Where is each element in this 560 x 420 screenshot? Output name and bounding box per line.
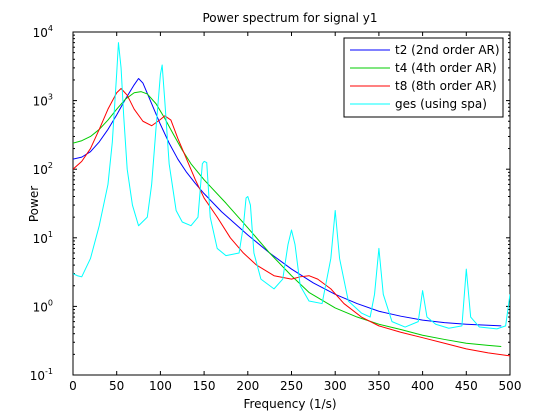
x-axis-label: Frequency (1/s) <box>243 397 336 411</box>
series-line-2 <box>73 91 502 348</box>
legend-label-1: t2 (2nd order AR) <box>395 43 500 57</box>
x-tick-label: 150 <box>193 379 216 393</box>
legend-label-3: t8 (8th order AR) <box>395 79 497 93</box>
series-group <box>73 42 510 357</box>
y-axis-label: Power <box>27 186 41 222</box>
x-tick-label: 300 <box>324 379 347 393</box>
y-tick-label: 103 <box>33 93 53 109</box>
x-tick-label: 450 <box>455 379 478 393</box>
legend-label-4: ges (using spa) <box>395 97 487 111</box>
x-tick-label: 400 <box>411 379 434 393</box>
series-line-1 <box>73 78 502 327</box>
x-tick-label: 500 <box>499 379 522 393</box>
series-line-4 <box>73 42 510 330</box>
chart-title: Power spectrum for signal y1 <box>202 11 377 25</box>
x-tick-label: 200 <box>236 379 259 393</box>
x-axis: 0 50 100 150 200 250 300 350 400 450 500 <box>69 32 521 393</box>
y-tick-label: 102 <box>33 161 53 177</box>
y-tick-label: 101 <box>33 230 53 246</box>
y-axis: 10-1 100 101 102 103 104 <box>30 24 510 383</box>
y-tick-label: 100 <box>33 298 53 314</box>
legend-label-2: t4 (4th order AR) <box>395 61 497 75</box>
series-line-3 <box>73 88 510 357</box>
x-tick-label: 0 <box>69 379 77 393</box>
x-tick-label: 50 <box>109 379 124 393</box>
legend: t2 (2nd order AR) t4 (4th order AR) t8 (8t… <box>343 37 504 118</box>
x-tick-label: 100 <box>149 379 172 393</box>
y-tick-label: 104 <box>33 24 53 40</box>
y-tick-label: 10-1 <box>30 367 53 383</box>
x-tick-label: 250 <box>280 379 303 393</box>
x-tick-label: 350 <box>367 379 390 393</box>
